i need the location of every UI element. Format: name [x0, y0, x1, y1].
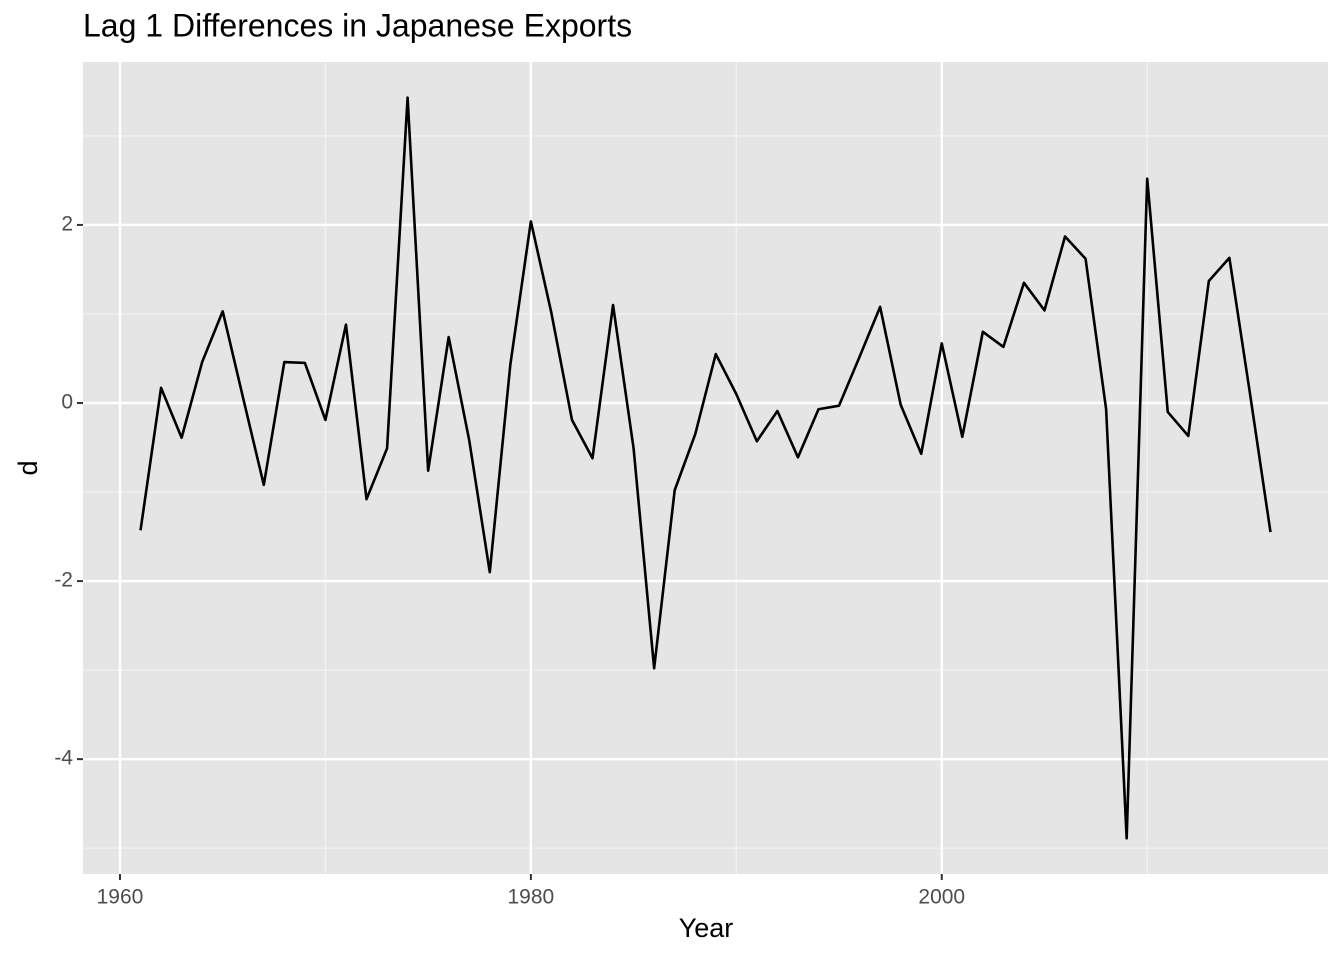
x-tick-label: 1980 — [508, 886, 555, 909]
y-tick-label: 2 — [61, 212, 73, 235]
x-tick-label: 2000 — [918, 886, 965, 909]
data-line — [139, 96, 1272, 840]
panel — [83, 62, 1328, 874]
y-tick-label: -2 — [54, 569, 73, 592]
y-tick-label: -4 — [54, 747, 73, 770]
y-tick-label: 0 — [61, 391, 73, 414]
chart-title: Lag 1 Differences in Japanese Exports — [83, 7, 632, 43]
x-tick-label: 1960 — [97, 886, 144, 909]
y-axis-label: d — [13, 460, 43, 475]
x-axis-label: Year — [679, 913, 734, 943]
